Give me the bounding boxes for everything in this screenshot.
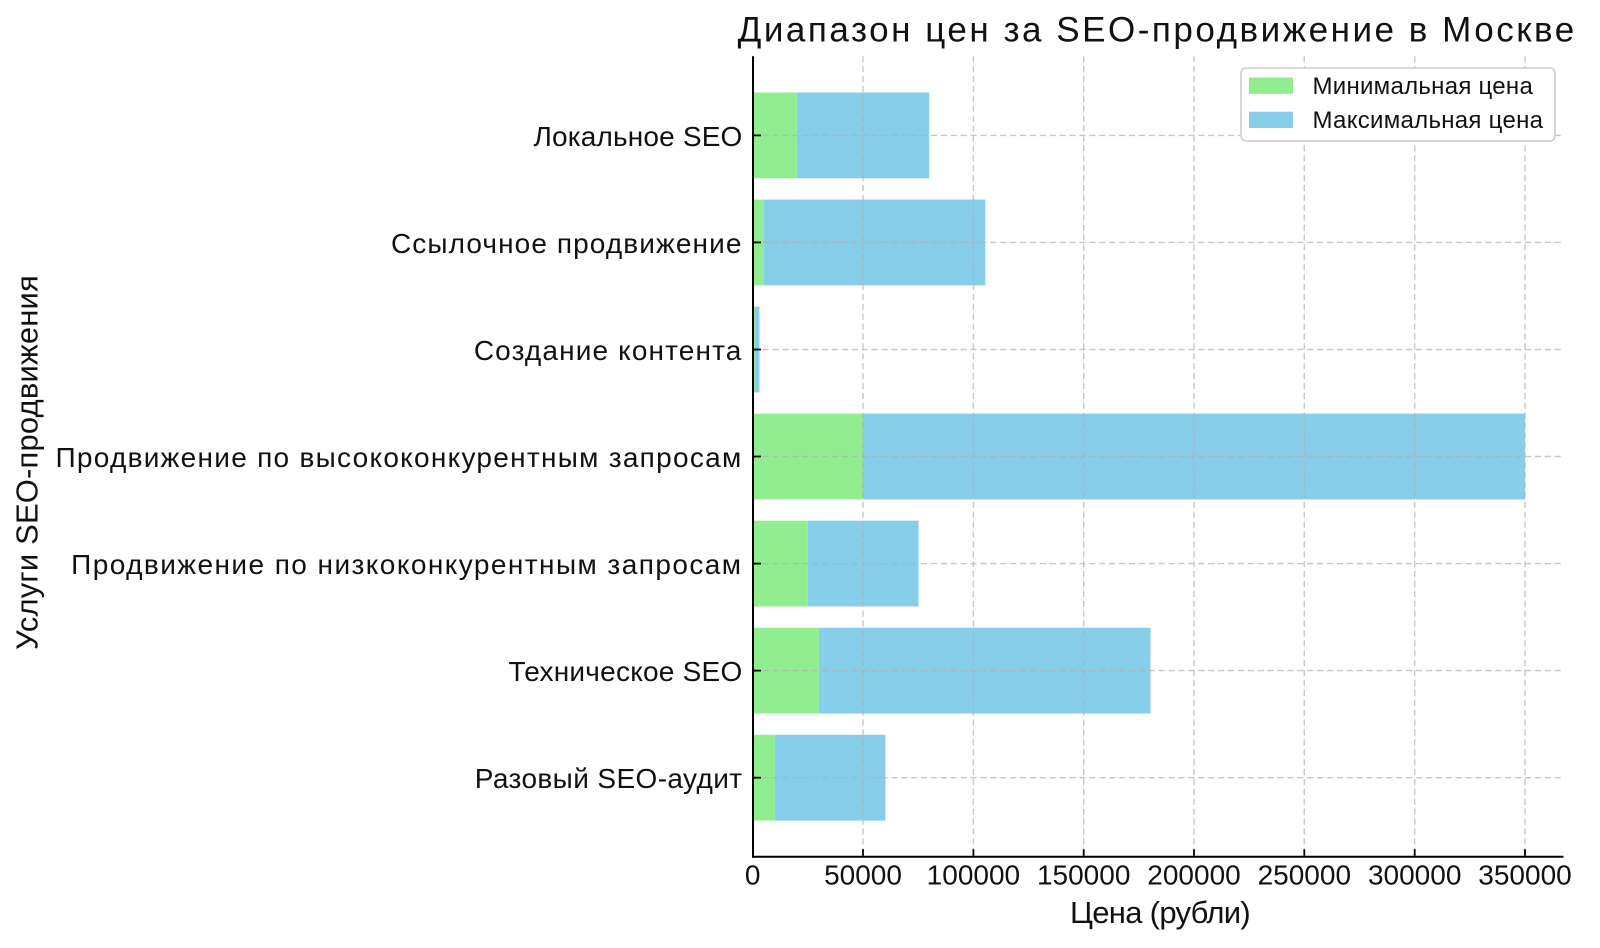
svg-text:Разовый SEO-аудит: Разовый SEO-аудит xyxy=(475,763,743,794)
svg-text:Ссылочное продвижение: Ссылочное продвижение xyxy=(391,228,743,259)
svg-text:100000: 100000 xyxy=(927,860,1020,891)
svg-text:0: 0 xyxy=(745,860,761,891)
svg-text:Продвижение по низкоконкурентн: Продвижение по низкоконкурентным запроса… xyxy=(71,549,742,580)
svg-text:250000: 250000 xyxy=(1258,860,1351,891)
svg-text:Минимальная цена: Минимальная цена xyxy=(1313,73,1534,100)
svg-text:Техническое SEO: Техническое SEO xyxy=(509,656,743,687)
svg-text:Создание контента: Создание контента xyxy=(474,335,743,366)
svg-text:Цена (рубли): Цена (рубли) xyxy=(1070,895,1250,930)
svg-text:50000: 50000 xyxy=(824,860,902,891)
svg-text:Диапазон цен за SEO-продвижени: Диапазон цен за SEO-продвижение в Москве xyxy=(738,11,1577,50)
svg-text:Услуги SEO-продвижения: Услуги SEO-продвижения xyxy=(10,275,45,650)
svg-text:Локальное SEO: Локальное SEO xyxy=(533,121,742,152)
svg-text:150000: 150000 xyxy=(1037,860,1130,891)
svg-text:200000: 200000 xyxy=(1147,860,1240,891)
svg-text:Максимальная цена: Максимальная цена xyxy=(1313,107,1544,134)
svg-text:350000: 350000 xyxy=(1478,860,1571,891)
svg-text:300000: 300000 xyxy=(1368,860,1461,891)
svg-text:Продвижение по высококонкурент: Продвижение по высококонкурентным запрос… xyxy=(55,442,742,473)
